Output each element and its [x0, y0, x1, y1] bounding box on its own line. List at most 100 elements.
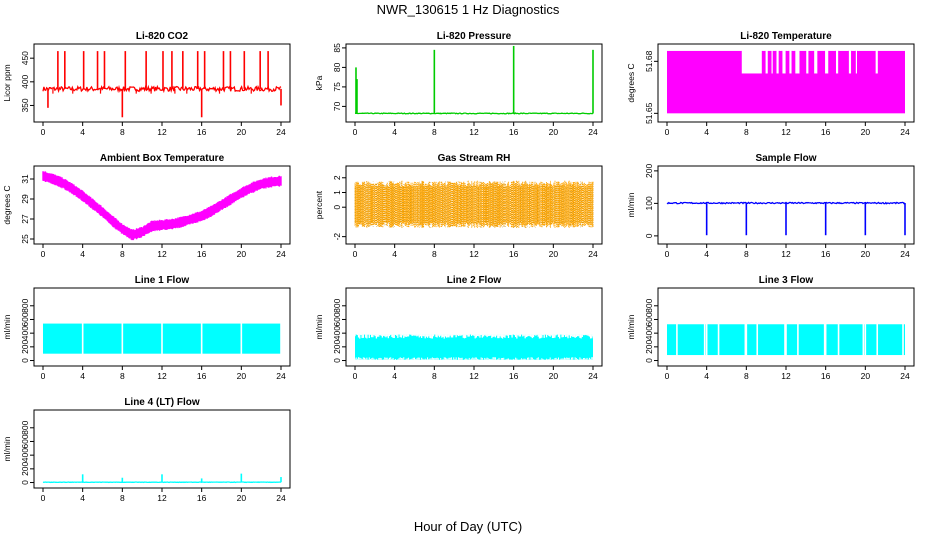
- band-drop-segment: [776, 50, 780, 74]
- x-tick-label: 20: [549, 249, 559, 259]
- chart-panel-10: Line 4 (LT) Flow 0 4 8 12 16 20 24 0 200400600800…: [2, 397, 291, 503]
- series-marks: [667, 50, 905, 114]
- band-drop-segment: [824, 50, 829, 74]
- band-drop-segment: [805, 50, 809, 74]
- y-axis-label: percent: [314, 190, 324, 219]
- y-tick-label: 51.65: [644, 102, 654, 124]
- x-tick-label: 8: [120, 371, 125, 381]
- x-tick-label: 24: [588, 127, 598, 137]
- band-drop-segment: [782, 50, 786, 74]
- x-tick-label: 12: [781, 127, 791, 137]
- x-tick-label: 0: [41, 127, 46, 137]
- chart-panel-1: Li-820 CO2 0 4 8 12 16 20 24 350 400 450 Licor ppm: [2, 31, 291, 137]
- band-drop-segment: [813, 50, 818, 74]
- x-tick-label: 16: [821, 127, 831, 137]
- plot-frame: [33, 43, 291, 123]
- y-tick-label: 600: [332, 312, 342, 326]
- x-tick-label: 12: [157, 493, 167, 503]
- series-marks: [354, 180, 594, 228]
- y-tick-label: 100: [644, 196, 654, 210]
- panel-title: Ambient Box Temperature: [100, 153, 225, 164]
- x-tick-label: 8: [120, 127, 125, 137]
- y-axis-label: degrees C: [626, 63, 636, 102]
- y-tick-label: 75: [332, 82, 342, 92]
- x-tick-label: 0: [353, 127, 358, 137]
- y-tick-label: 1: [332, 190, 342, 195]
- x-tick-label: 20: [237, 493, 247, 503]
- panel-title: Line 2 Flow: [447, 275, 502, 286]
- y-tick-label: 400: [20, 448, 30, 462]
- y-tick-label: 0: [332, 358, 342, 363]
- x-tick-label: 4: [80, 493, 85, 503]
- y-tick-label: 200: [20, 339, 30, 353]
- chart-panel-3: Li-820 Temperature 0 4 8 12 16 20 24 51.65 51.68 d…: [626, 31, 915, 137]
- series-line: [354, 112, 594, 115]
- band-drop-segment: [835, 50, 839, 74]
- y-axis-label: kPa: [314, 75, 324, 90]
- y-tick-label: 200: [332, 339, 342, 353]
- x-tick-label: 12: [469, 371, 479, 381]
- x-tick-label: 0: [41, 249, 46, 259]
- x-tick-label: 20: [237, 371, 247, 381]
- x-tick-label: 8: [744, 249, 749, 259]
- y-tick-label: 400: [20, 74, 30, 88]
- y-tick-label: 25: [20, 234, 30, 244]
- x-tick-label: 0: [665, 249, 670, 259]
- x-tick-label: 4: [704, 127, 709, 137]
- figure-x-axis-label: Hour of Day (UTC): [414, 519, 522, 534]
- x-tick-label: 16: [197, 371, 207, 381]
- y-tick-label: 31: [20, 174, 30, 184]
- plot-frame: [33, 165, 291, 245]
- x-tick-label: 16: [197, 493, 207, 503]
- x-tick-label: 4: [80, 371, 85, 381]
- x-tick-label: 4: [704, 371, 709, 381]
- x-tick-label: 4: [392, 249, 397, 259]
- y-tick-label: 0: [644, 233, 654, 238]
- x-tick-label: 8: [120, 249, 125, 259]
- series-marks: [42, 51, 282, 118]
- series-marks: [42, 171, 282, 241]
- y-tick-label: 70: [332, 101, 342, 111]
- series-band: [355, 334, 593, 360]
- x-tick-label: 16: [821, 371, 831, 381]
- panel-title: Li-820 CO2: [136, 31, 189, 42]
- band-drop-segment: [771, 50, 774, 74]
- y-tick-label: 800: [20, 420, 30, 434]
- x-tick-label: 8: [120, 493, 125, 503]
- y-tick-label: 600: [20, 312, 30, 326]
- panel-title: Sample Flow: [755, 153, 816, 164]
- figure-title: NWR_130615 1 Hz Diagnostics: [377, 2, 560, 17]
- x-tick-label: 16: [509, 127, 519, 137]
- y-tick-label: 85: [332, 43, 342, 53]
- x-tick-label: 12: [157, 249, 167, 259]
- x-tick-label: 20: [861, 371, 871, 381]
- x-tick-label: 8: [432, 127, 437, 137]
- series-band-texture: [354, 180, 594, 228]
- x-tick-label: 24: [276, 371, 286, 381]
- series-band: [354, 180, 594, 228]
- series-line: [666, 201, 906, 205]
- plot-frame: [345, 43, 603, 123]
- chart-panel-6: Sample Flow 0 4 8 12 16 20 24 0 100 200 ml/min: [626, 153, 915, 259]
- band-drop-segment: [765, 50, 769, 74]
- band-drop-segment: [855, 50, 858, 74]
- y-tick-label: 800: [332, 298, 342, 312]
- y-tick-label: 200: [644, 164, 654, 178]
- y-tick-label: 350: [20, 98, 30, 112]
- y-tick-label: 0: [644, 358, 654, 363]
- x-tick-label: 12: [781, 371, 791, 381]
- panel-title: Line 3 Flow: [759, 275, 814, 286]
- y-tick-label: 0: [332, 205, 342, 210]
- panel-title: Gas Stream RH: [438, 153, 511, 164]
- x-tick-label: 16: [197, 249, 207, 259]
- y-tick-label: -2: [332, 233, 342, 241]
- y-tick-label: 400: [332, 326, 342, 340]
- series-line: [42, 84, 282, 94]
- x-tick-label: 16: [509, 371, 519, 381]
- x-tick-label: 8: [744, 371, 749, 381]
- y-tick-label: 0: [20, 480, 30, 485]
